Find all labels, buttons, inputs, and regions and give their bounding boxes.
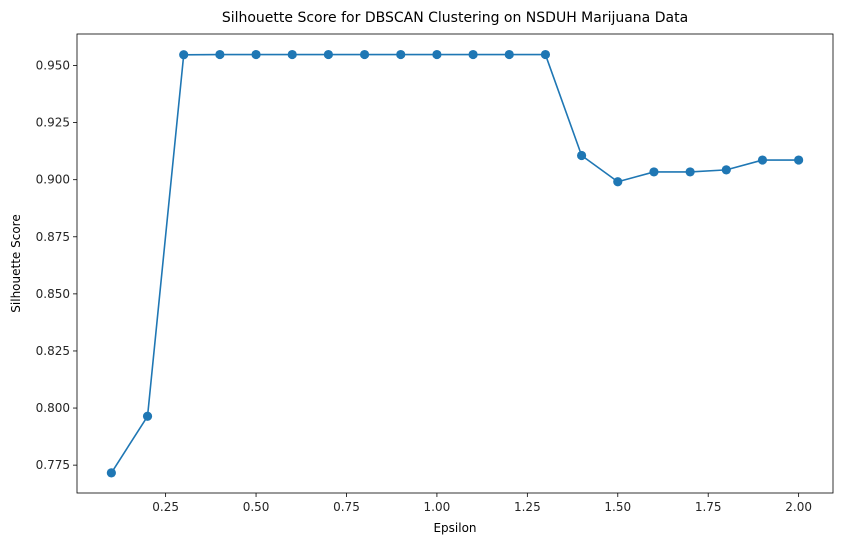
x-tick-label: 1.25: [514, 500, 541, 514]
x-tick-label: 0.25: [152, 500, 179, 514]
x-tick-label: 1.00: [424, 500, 451, 514]
data-point: [179, 50, 189, 60]
data-point: [106, 468, 116, 478]
axes-frame: [76, 33, 834, 494]
data-point: [215, 49, 225, 60]
y-tick-label: 0.875: [36, 230, 70, 244]
x-tick-label: 1.75: [695, 500, 722, 514]
data-point: [359, 49, 370, 60]
data-point: [577, 150, 587, 161]
y-tick-label: 0.950: [36, 59, 70, 73]
data-point: [142, 411, 153, 421]
x-tick-label: 0.50: [243, 500, 270, 514]
x-tick-label: 2.00: [785, 500, 812, 514]
y-tick-label: 0.925: [36, 116, 70, 130]
data-point: [721, 165, 731, 175]
y-tick-label: 0.800: [36, 401, 70, 415]
data-point: [468, 49, 478, 60]
data-point: [613, 177, 623, 187]
data-point: [540, 49, 551, 60]
data-point: [685, 167, 695, 177]
series-line: [110, 53, 799, 474]
y-tick-label: 0.775: [36, 458, 70, 472]
data-point: [432, 49, 442, 60]
data-point: [504, 49, 514, 60]
x-tick-label: 0.75: [333, 500, 360, 514]
data-point: [649, 167, 659, 177]
chart-title: Silhouette Score for DBSCAN Clustering o…: [222, 10, 688, 26]
y-tick-label: 0.825: [36, 344, 70, 358]
data-point: [794, 155, 804, 165]
plot-area: [106, 49, 804, 478]
x-tick-label: 1.50: [604, 500, 631, 514]
data-point: [323, 49, 333, 60]
y-axis-label: Silhouette Score: [9, 214, 23, 312]
y-tick-label: 0.900: [36, 173, 70, 187]
data-point: [287, 49, 297, 60]
data-point: [251, 49, 261, 60]
data-point: [396, 49, 406, 60]
y-tick-label: 0.850: [36, 287, 70, 301]
x-axis-label: Epsilon: [433, 521, 476, 535]
data-point: [757, 155, 768, 165]
